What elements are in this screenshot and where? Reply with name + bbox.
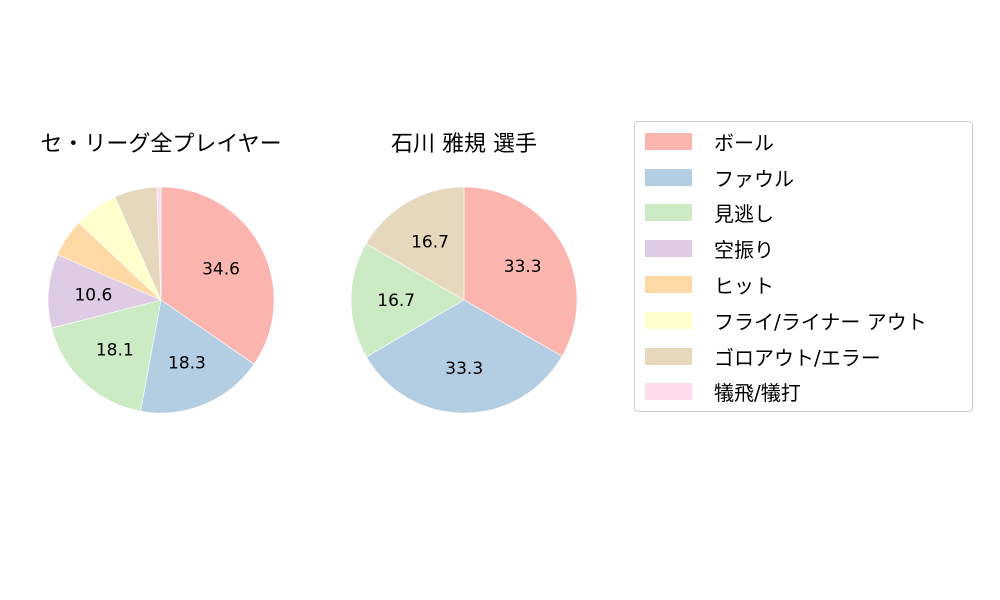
pie-1: 33.3 33.3 16.7 16.7 [350,186,578,414]
legend-item-fly-liner-out: フライ/ライナー アウト [645,308,927,334]
legend-item-called-strike: 見逃し [645,200,774,226]
legend-swatch [645,275,692,293]
legend-item-grounder-error: ゴロアウト/エラー [645,344,881,370]
pie-slice [160,186,275,365]
legend-item-foul: ファウル [645,165,794,191]
pie-slice [156,186,162,301]
legend-label: 犠飛/犠打 [714,380,801,405]
legend-swatch [645,382,692,400]
slice-label: 16.7 [377,291,415,311]
legend-label: ゴロアウト/エラー [714,345,881,370]
legend-label: ヒット [714,273,774,298]
legend-label: 見逃し [714,201,774,226]
legend-label: フライ/ライナー アウト [714,309,927,334]
legend-swatch [645,239,692,257]
slice-label: 18.1 [96,341,134,361]
legend-item-ball: ボール [645,129,774,155]
pie-slice [47,254,162,329]
legend-item-sacrifice: 犠飛/犠打 [645,379,801,405]
slice-label: 33.3 [504,257,542,277]
pie-slice [365,186,465,301]
pie-slice [51,299,162,412]
slice-label: 18.3 [168,354,206,374]
pie-slice [365,299,563,414]
legend-swatch [645,203,692,221]
slice-label: 34.6 [202,259,240,279]
legend: ボール ファウル 見逃し 空振り ヒット フライ/ライナー アウト ゴロアウト/… [634,121,973,412]
legend-swatch [645,168,692,186]
slice-label: 16.7 [411,232,449,252]
chart-title-player: 石川 雅規 選手 [391,132,537,157]
pie-slice [140,299,255,414]
slice-label: 33.3 [445,359,483,379]
legend-item-hit: ヒット [645,272,774,298]
legend-swatch [645,347,692,365]
legend-label: 空振り [714,237,774,262]
legend-item-swinging-strike: 空振り [645,236,774,262]
chart-title-league: セ・リーグ全プレイヤー [40,132,282,157]
pie-0: 34.6 18.3 18.1 10.6 [47,186,275,414]
legend-label: ファウル [714,166,794,191]
legend-swatch [645,311,692,329]
slice-label: 10.6 [74,285,112,305]
pie-slice [463,186,578,357]
legend-label: ボール [714,130,774,155]
legend-swatch [645,132,692,150]
pie-slice [350,243,465,358]
